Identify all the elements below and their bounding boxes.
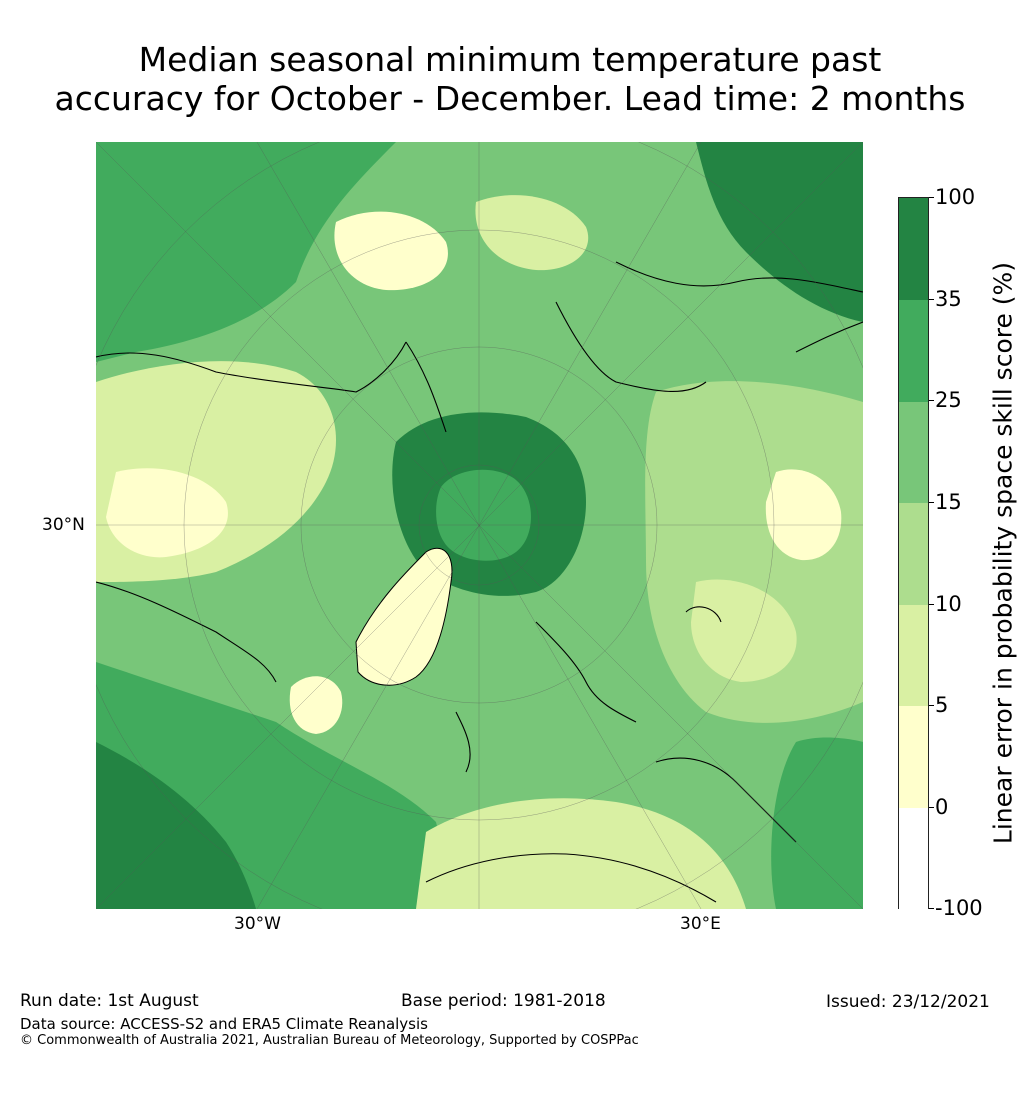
colorbar-segment (899, 808, 928, 910)
colorbar-tick-label: 0 (935, 795, 949, 819)
colorbar-tickmark (929, 705, 934, 706)
north-pacific-region (96, 142, 396, 362)
central-asia-cream-patch (691, 579, 797, 682)
europe-mid-region (476, 689, 607, 794)
colorbar-segment (899, 198, 928, 300)
map-title: Median seasonal minimum temperature past… (0, 40, 1020, 118)
colorbar-segment (899, 605, 928, 706)
title-line-1: Median seasonal minimum temperature past (138, 40, 882, 79)
colorbar-segment (899, 503, 928, 605)
copyright: © Commonwealth of Australia 2021, Austra… (20, 1033, 639, 1048)
title-line-2: accuracy for October - December. Lead ti… (54, 79, 966, 118)
colorbar-segment (899, 300, 928, 402)
greenland (355, 547, 453, 686)
colorbar-tickmark (929, 299, 934, 300)
southwest-ocean-region (96, 742, 256, 909)
colorbar-segment (899, 706, 928, 808)
lon-label-30w: 30°W (234, 914, 281, 934)
colorbar-tick-label: 35 (935, 287, 962, 311)
arctic-inner-ring (436, 469, 531, 561)
colorbar-tickmark (929, 197, 934, 198)
colorbar-tick-label: 5 (935, 693, 949, 717)
colorbar-segment (899, 402, 928, 503)
north-america-cream-region (106, 468, 228, 558)
data-source: Data source: ACCESS-S2 and ERA5 Climate … (20, 1015, 428, 1033)
north-africa-pale-region (416, 798, 746, 909)
east-dark-band (771, 737, 863, 909)
colorbar-tick-label: 25 (935, 388, 962, 412)
colorbar-tickmark (929, 400, 934, 401)
colorbar-tick-label: 15 (935, 490, 962, 514)
northeast-dark-region (696, 142, 863, 322)
coastlines (96, 261, 863, 903)
north-pale-patch (475, 195, 589, 271)
base-period: Base period: 1981-2018 (401, 991, 606, 1011)
colorbar (898, 197, 929, 910)
north-cream-patch (334, 211, 448, 291)
siberia-cream-patch (765, 469, 842, 561)
run-date: Run date: 1st August (20, 991, 199, 1011)
graticule (96, 142, 863, 909)
colorbar-label: Linear error in probability space skill … (988, 261, 1018, 845)
colorbar-tick-label: 100 (935, 185, 976, 209)
issued-date: Issued: 23/12/2021 (826, 992, 990, 1012)
lon-label-30e: 30°E (680, 914, 721, 934)
atlantic-cream-patch (289, 676, 343, 734)
colorbar-tickmark (929, 604, 934, 605)
skill-score-map (96, 142, 863, 909)
colorbar-tickmark (929, 807, 934, 808)
colorbar-tick-label: 10 (935, 592, 962, 616)
lat-label-30n: 30°N (42, 515, 85, 535)
colorbar-tick-label: -100 (935, 896, 983, 920)
colorbar-tickmark (929, 908, 934, 909)
colorbar-tickmark (929, 502, 934, 503)
